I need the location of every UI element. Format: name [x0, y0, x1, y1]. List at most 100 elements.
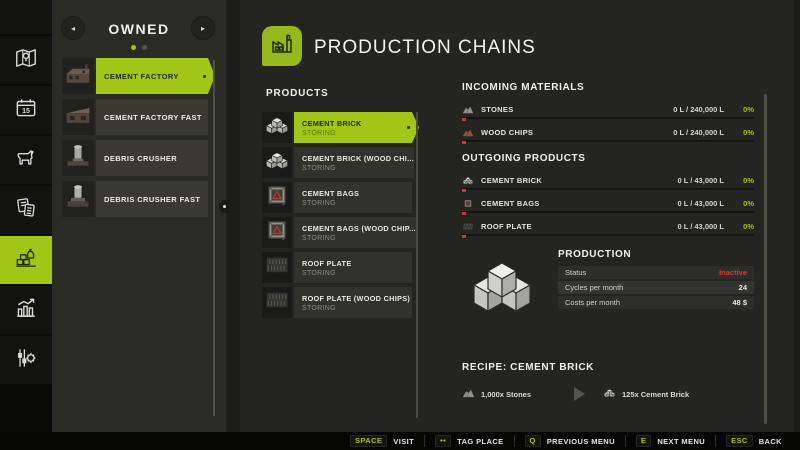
products-scrollbar[interactable] [416, 112, 418, 418]
stat-label: Costs per month [565, 298, 621, 307]
wood-chips-icon [462, 128, 477, 137]
products-panel: PRODUCTS CEMENT BRICK STORING [262, 84, 412, 322]
settings-icon [13, 345, 39, 376]
hotkey-action: NEXT MENU [657, 436, 706, 446]
recipe-output: 125x Cement Brick [603, 388, 689, 400]
animals-icon [13, 145, 39, 176]
cement-bag-icon [462, 199, 477, 208]
finances-icon [13, 195, 39, 226]
product-name: CEMENT BRICK [302, 118, 362, 128]
owned-scrollbar[interactable] [213, 60, 215, 416]
hotkey-key: SPACE [350, 435, 388, 447]
factory-glyph-icon [269, 31, 295, 62]
owned-page-dots [52, 45, 226, 50]
statistics-icon [13, 295, 39, 326]
product-fill-percent: 0% [743, 176, 754, 185]
hotkey-action: PREVIOUS MENU [546, 436, 615, 446]
stat-label: Status [565, 268, 587, 277]
roof-plate-icon [265, 289, 289, 316]
product-list-item[interactable]: CEMENT BRICK STORING [262, 112, 412, 143]
material-fill-percent: 0% [743, 105, 754, 114]
production-table-row: Costs per month 48 $ [558, 296, 754, 309]
owned-list-item[interactable]: CEMENT FACTORY FAST [62, 99, 208, 135]
building-factory-icon [64, 60, 92, 93]
product-fill-percent: 0% [743, 199, 754, 208]
roof-plate-icon [265, 254, 289, 281]
cement-brick-icon [603, 388, 616, 400]
hotkey-item[interactable]: SPACE VISIT [340, 435, 424, 447]
stat-value: Inactive [719, 268, 747, 277]
stat-value: 48 $ [732, 298, 747, 307]
recipe-arrow-icon [574, 387, 585, 401]
product-list-item[interactable]: ROOF PLATE (WOOD CHIPS) STORING [262, 287, 412, 318]
hotkey-action: VISIT [393, 436, 415, 446]
roof-plate-icon [462, 222, 477, 231]
product-list-item[interactable]: CEMENT BAGS STORING [262, 182, 412, 213]
sidebar-tab[interactable]: 15 [0, 86, 52, 134]
sidebar-tab[interactable] [0, 136, 52, 184]
svg-text:15: 15 [22, 108, 30, 115]
product-row: CEMENT BRICK 0 L / 43,000 L 0% [462, 173, 754, 192]
cement-brick-image [462, 249, 550, 320]
production-table: Status Inactive Cycles per month 24 Cost… [558, 266, 754, 309]
sidebar-tab[interactable] [0, 36, 52, 84]
map-icon [13, 45, 39, 76]
fill-indicator [462, 235, 466, 238]
stat-value: 24 [738, 283, 747, 292]
production-table-row: Cycles per month 24 [558, 281, 754, 294]
product-name: CEMENT BAGS [481, 199, 540, 208]
hotkey-item[interactable]: ESC BACK [715, 435, 792, 447]
outgoing-products-list: CEMENT BRICK 0 L / 43,000 L 0% CEMENT BA… [462, 173, 754, 238]
product-list-item[interactable]: CEMENT BAGS (WOOD CHIP... STORING [262, 217, 416, 248]
hotkey-item[interactable]: Q PREVIOUS MENU [513, 435, 625, 447]
owned-list-item[interactable]: DEBRIS CRUSHER [62, 140, 208, 176]
products-title: PRODUCTS [266, 88, 329, 99]
product-fill-level: 0 L / 43,000 L [677, 176, 724, 185]
product-fill-percent: 0% [743, 222, 754, 231]
owned-list-item[interactable]: DEBRIS CRUSHER FAST [62, 181, 208, 217]
product-row: CEMENT BAGS 0 L / 43,000 L 0% [462, 196, 754, 215]
recipe-output-qty: 125x Cement Brick [622, 389, 690, 399]
owned-list-item[interactable]: CEMENT FACTORY [62, 58, 208, 94]
production-section: PRODUCTION Status Inactive Cycles per mo… [462, 249, 754, 320]
owned-prev-page-button[interactable]: ◂ [61, 16, 85, 40]
incoming-materials-title: INCOMING MATERIALS [462, 82, 585, 93]
sidebar-tab[interactable] [0, 286, 52, 334]
recipe-section: RECIPE: CEMENT BRICK 1,000x Stones 125x … [462, 362, 754, 401]
sidebar-tab[interactable] [0, 336, 52, 384]
product-list-item[interactable]: CEMENT BRICK (WOOD CHI... STORING [262, 147, 415, 178]
fill-indicator [462, 141, 466, 144]
production-icon [13, 245, 39, 276]
panel-handle[interactable] [219, 200, 232, 213]
calendar-icon: 15 [13, 95, 39, 126]
product-list-item[interactable]: ROOF PLATE STORING [262, 252, 412, 283]
owned-item-label: CEMENT FACTORY FAST [104, 112, 202, 122]
product-status: STORING [302, 269, 336, 277]
cement-brick-icon [462, 176, 477, 185]
sidebar-tab[interactable] [0, 186, 52, 234]
incoming-materials-list: STONES 0 L / 240,000 L 0% WOOD CHIPS 0 L… [462, 102, 754, 144]
hotkey-action: TAG PLACE [457, 436, 504, 446]
main-panel: PRODUCTION CHAINS PRODUCTS CEMENT BRICK … [240, 0, 794, 432]
details-scrollbar[interactable] [764, 94, 767, 424]
fill-indicator [462, 189, 466, 192]
sidebar-tab[interactable] [0, 236, 57, 284]
product-row: ROOF PLATE 0 L / 43,000 L 0% [462, 219, 754, 238]
product-status: STORING [302, 129, 336, 137]
cement-bag-icon [265, 184, 289, 211]
material-fill-level: 0 L / 240,000 L [673, 128, 724, 137]
hotkey-item[interactable]: •• TAG PLACE [424, 435, 513, 447]
hotkey-item[interactable]: E NEXT MENU [624, 435, 715, 447]
product-name: CEMENT BRICK [481, 176, 543, 185]
recipe-title: RECIPE: CEMENT BRICK [462, 362, 595, 373]
hotkey-key: Q [524, 435, 541, 447]
product-fill-level: 0 L / 43,000 L [677, 199, 724, 208]
cement-brick-icon [265, 114, 289, 141]
owned-next-page-button[interactable]: ▸ [191, 16, 215, 40]
material-fill-percent: 0% [743, 128, 754, 137]
stones-icon [462, 105, 477, 114]
material-name: STONES [481, 105, 514, 114]
product-name: CEMENT BAGS [302, 188, 360, 198]
owned-panel: ◂ OWNED ▸ CEMENT FACTORY [52, 0, 226, 432]
product-status: STORING [302, 199, 336, 207]
